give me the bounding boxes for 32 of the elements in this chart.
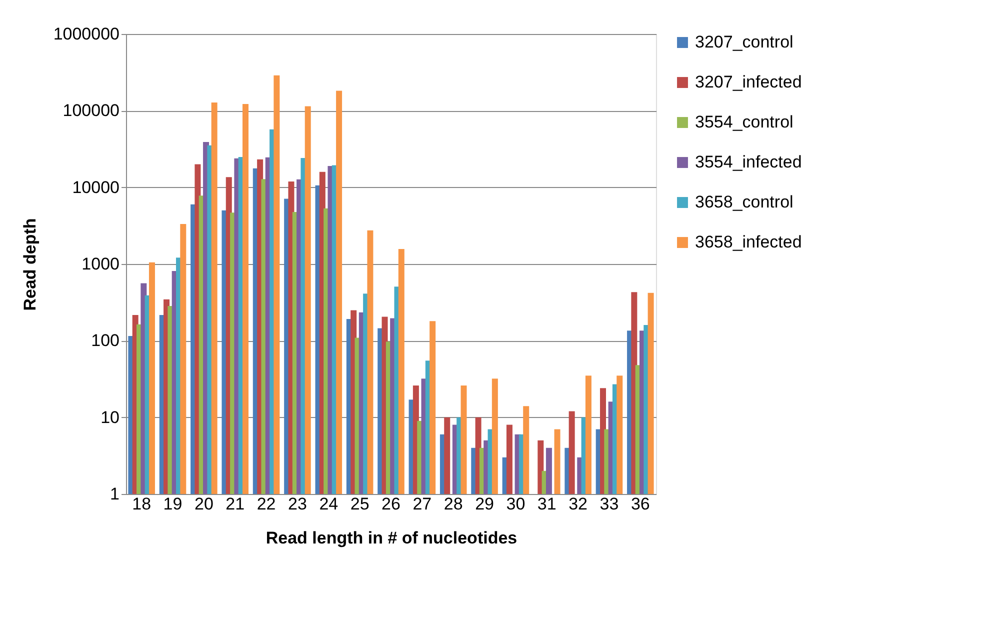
y-tick-label: 10 bbox=[100, 408, 120, 427]
y-axis-title: Read depth bbox=[20, 218, 40, 311]
y-tick-label: 1 bbox=[110, 484, 120, 504]
x-tick-label: 24 bbox=[319, 494, 338, 514]
legend-label: 3207_control bbox=[695, 32, 794, 52]
x-tick-label: 30 bbox=[506, 494, 526, 514]
x-tick-label: 22 bbox=[256, 494, 276, 514]
y-tick-label: 100000 bbox=[62, 101, 120, 120]
y-tick-label: 10000 bbox=[72, 178, 120, 197]
x-tick-label: 25 bbox=[350, 494, 370, 514]
y-tick-label: 1000 bbox=[82, 254, 120, 274]
x-tick-label: 19 bbox=[163, 494, 182, 514]
x-tick-label: 33 bbox=[600, 494, 619, 514]
x-tick-label: 18 bbox=[132, 494, 152, 514]
legend-label: 3554_control bbox=[695, 112, 794, 132]
x-tick-label: 31 bbox=[537, 494, 556, 514]
x-tick-label: 32 bbox=[568, 494, 588, 514]
x-tick-label: 20 bbox=[194, 494, 214, 514]
x-tick-label: 23 bbox=[288, 494, 307, 514]
y-tick-label: 100 bbox=[91, 331, 120, 350]
x-tick-label: 26 bbox=[382, 494, 400, 514]
y-tick-label: 1000000 bbox=[53, 24, 120, 44]
x-tick-label: 28 bbox=[444, 494, 463, 514]
legend-label: 3207_infected bbox=[695, 72, 802, 92]
x-tick-label: 21 bbox=[226, 494, 245, 514]
x-tick-label: 29 bbox=[475, 494, 494, 514]
legend-label: 3554_infected bbox=[695, 152, 802, 172]
x-tick-label: 27 bbox=[412, 494, 432, 514]
x-tick-label: 36 bbox=[630, 494, 650, 514]
x-axis-title: Read length in # of nucleotides bbox=[266, 528, 518, 548]
legend-label: 3658_control bbox=[695, 192, 794, 212]
legend-label: 3658_infected bbox=[695, 232, 802, 252]
